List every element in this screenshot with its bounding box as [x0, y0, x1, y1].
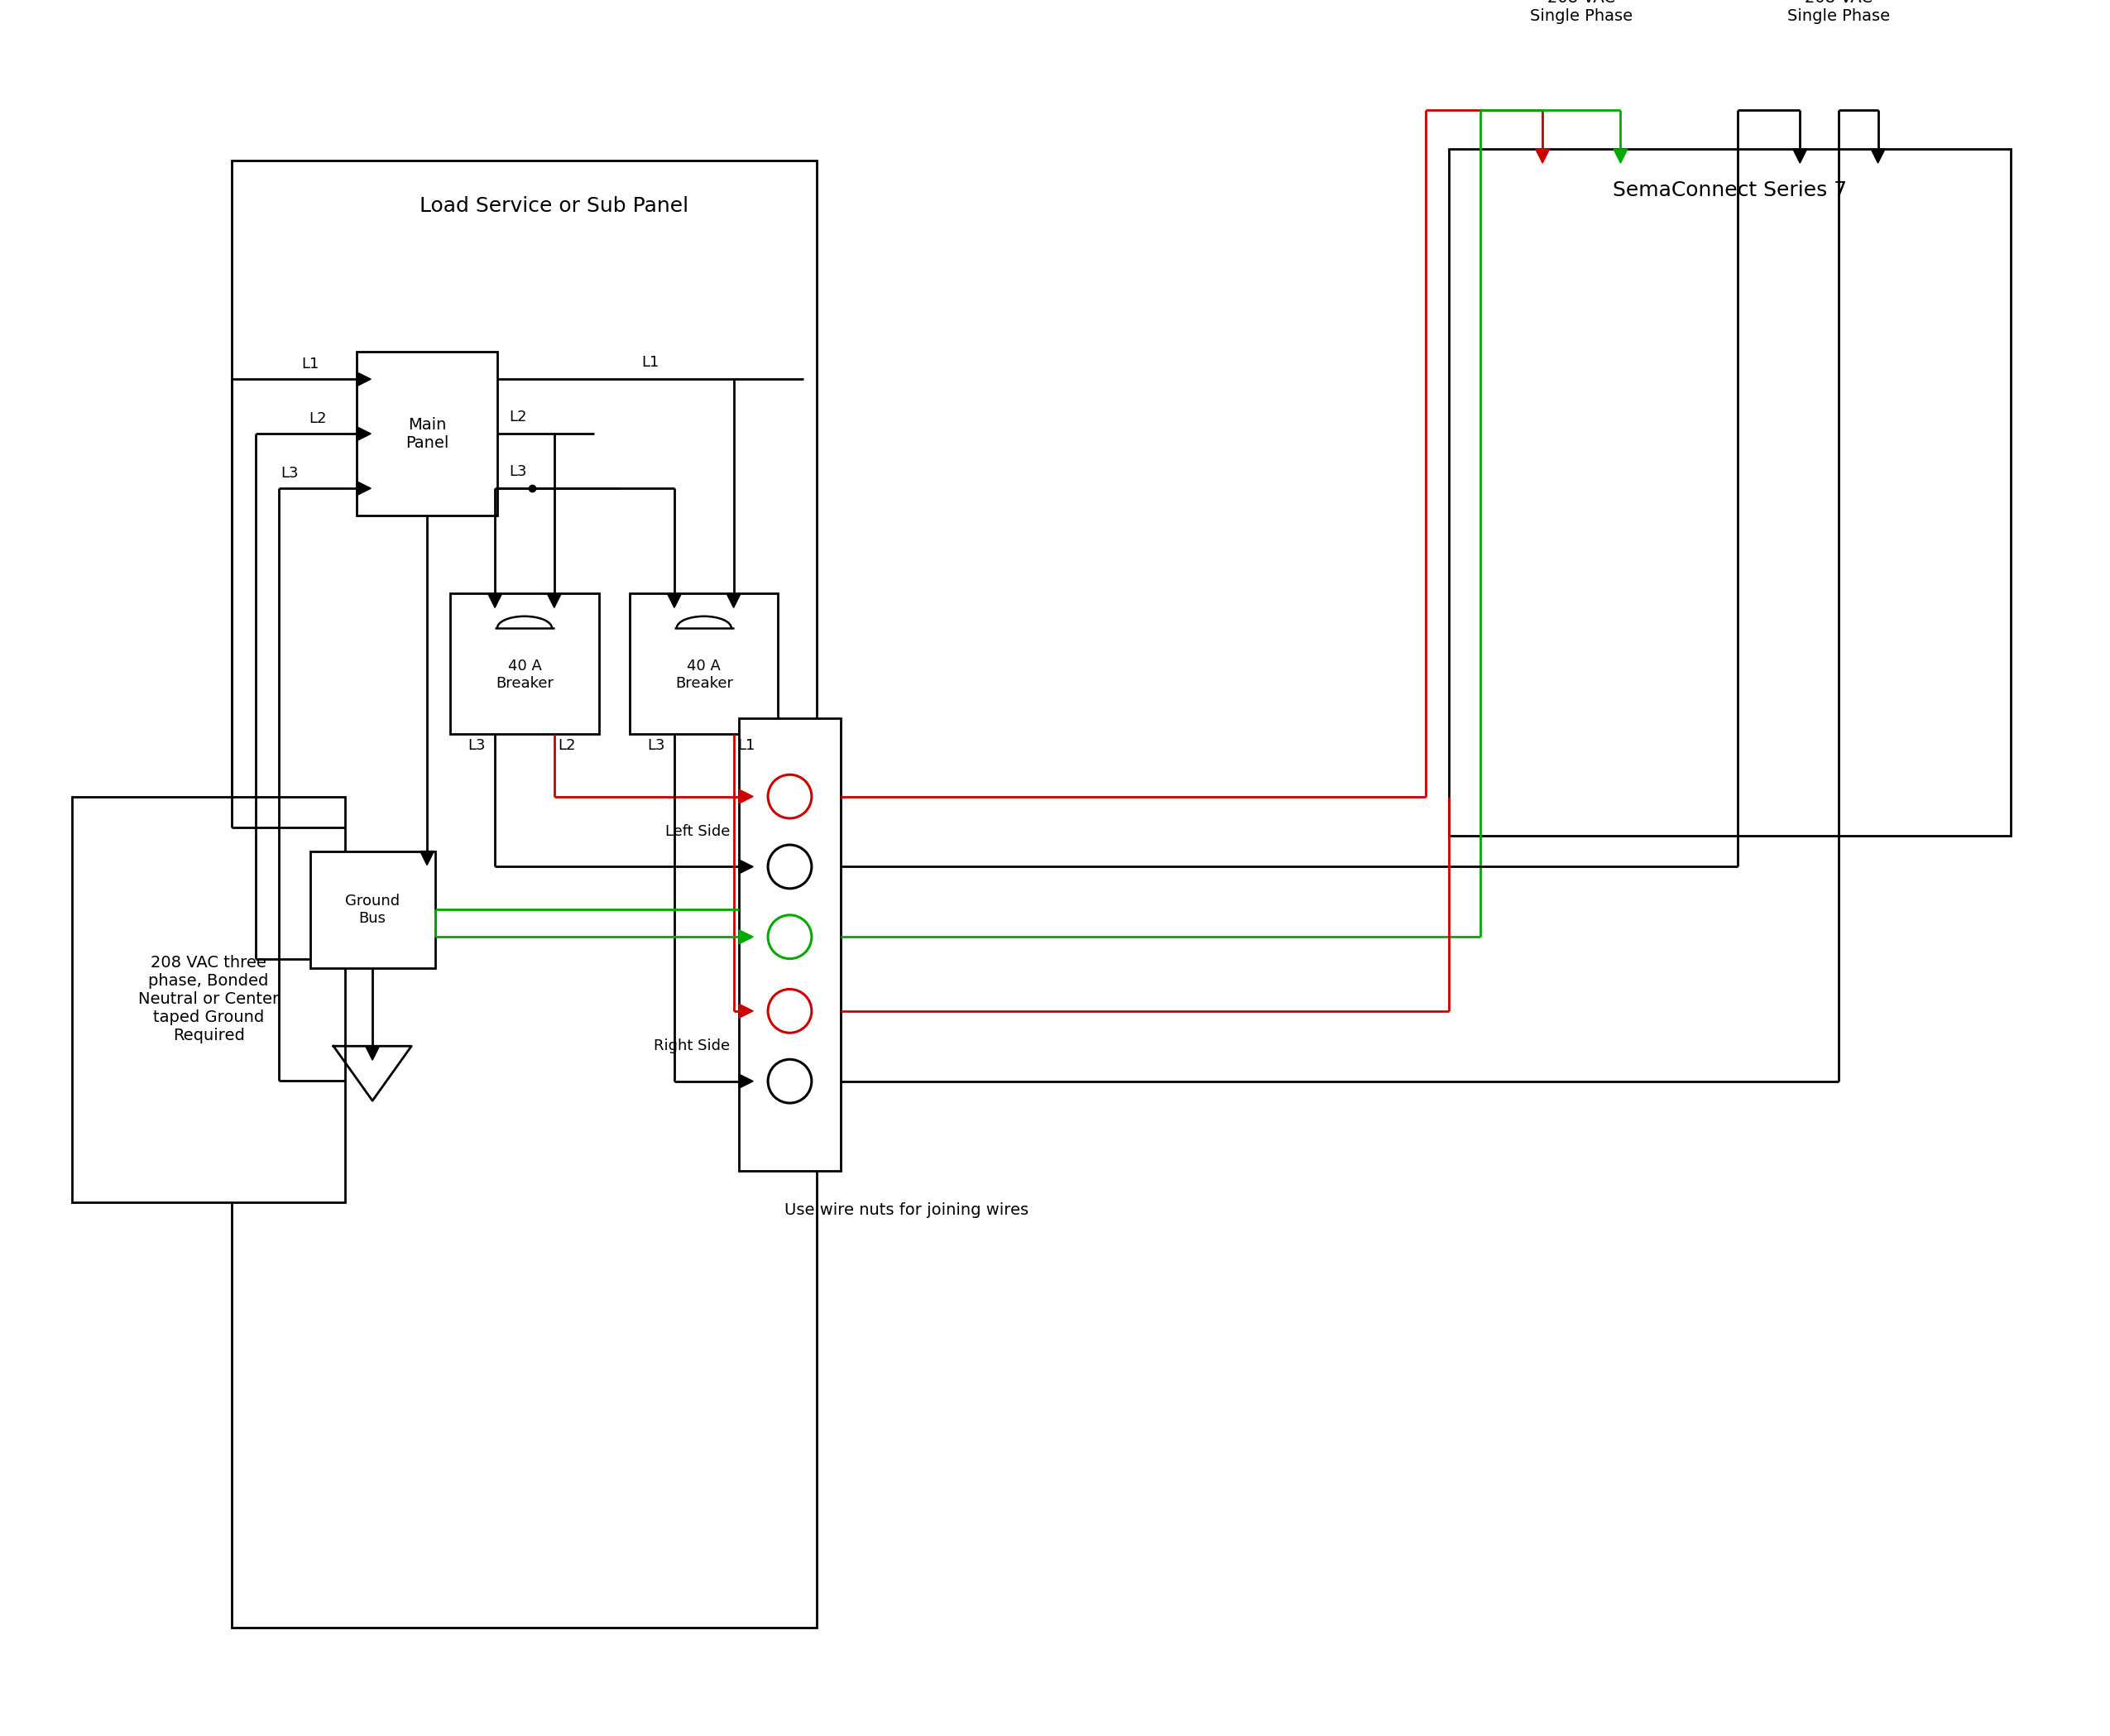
Polygon shape: [357, 481, 371, 495]
Polygon shape: [738, 1003, 753, 1017]
Polygon shape: [1536, 149, 1549, 163]
Text: 40 A
Breaker: 40 A Breaker: [496, 660, 553, 691]
Polygon shape: [726, 594, 741, 608]
Text: L2: L2: [308, 411, 327, 425]
Polygon shape: [1614, 149, 1627, 163]
Text: 208 VAC
Single Phase: 208 VAC Single Phase: [1787, 0, 1891, 24]
Text: Main
Panel: Main Panel: [405, 417, 449, 451]
Text: L3: L3: [468, 738, 485, 753]
Bar: [310, 851, 435, 969]
Text: 40 A
Breaker: 40 A Breaker: [675, 660, 732, 691]
Polygon shape: [667, 594, 682, 608]
Bar: [357, 352, 498, 516]
Text: L2: L2: [509, 410, 528, 424]
Bar: [449, 594, 599, 734]
Polygon shape: [487, 594, 502, 608]
Text: 208 VAC
Single Phase: 208 VAC Single Phase: [1530, 0, 1633, 24]
Text: L3: L3: [509, 464, 528, 479]
Polygon shape: [738, 1075, 753, 1088]
Text: Right Side: Right Side: [654, 1038, 730, 1054]
Text: Load Service or Sub Panel: Load Service or Sub Panel: [420, 196, 688, 215]
Polygon shape: [546, 594, 561, 608]
Text: L3: L3: [281, 465, 298, 481]
Text: L3: L3: [648, 738, 665, 753]
Polygon shape: [357, 372, 371, 385]
Text: SemaConnect Series 7: SemaConnect Series 7: [1612, 181, 1846, 200]
Bar: [232, 161, 817, 1627]
Bar: [738, 719, 840, 1170]
Bar: [1450, 149, 2011, 835]
Text: L2: L2: [559, 738, 576, 753]
Polygon shape: [738, 790, 753, 804]
Text: Ground
Bus: Ground Bus: [346, 894, 399, 925]
Bar: [631, 594, 779, 734]
Polygon shape: [420, 851, 435, 865]
Polygon shape: [1872, 149, 1884, 163]
Text: L1: L1: [738, 738, 755, 753]
Text: Use wire nuts for joining wires: Use wire nuts for joining wires: [785, 1201, 1030, 1219]
Text: L1: L1: [302, 356, 319, 372]
Polygon shape: [365, 1047, 380, 1061]
Polygon shape: [1793, 149, 1806, 163]
Text: L1: L1: [641, 354, 658, 370]
Text: 208 VAC three
phase, Bonded
Neutral or Center
taped Ground
Required: 208 VAC three phase, Bonded Neutral or C…: [139, 955, 279, 1043]
Polygon shape: [738, 930, 753, 944]
Text: Left Side: Left Side: [665, 825, 730, 838]
Polygon shape: [738, 859, 753, 873]
Bar: [72, 797, 346, 1201]
Polygon shape: [357, 427, 371, 441]
